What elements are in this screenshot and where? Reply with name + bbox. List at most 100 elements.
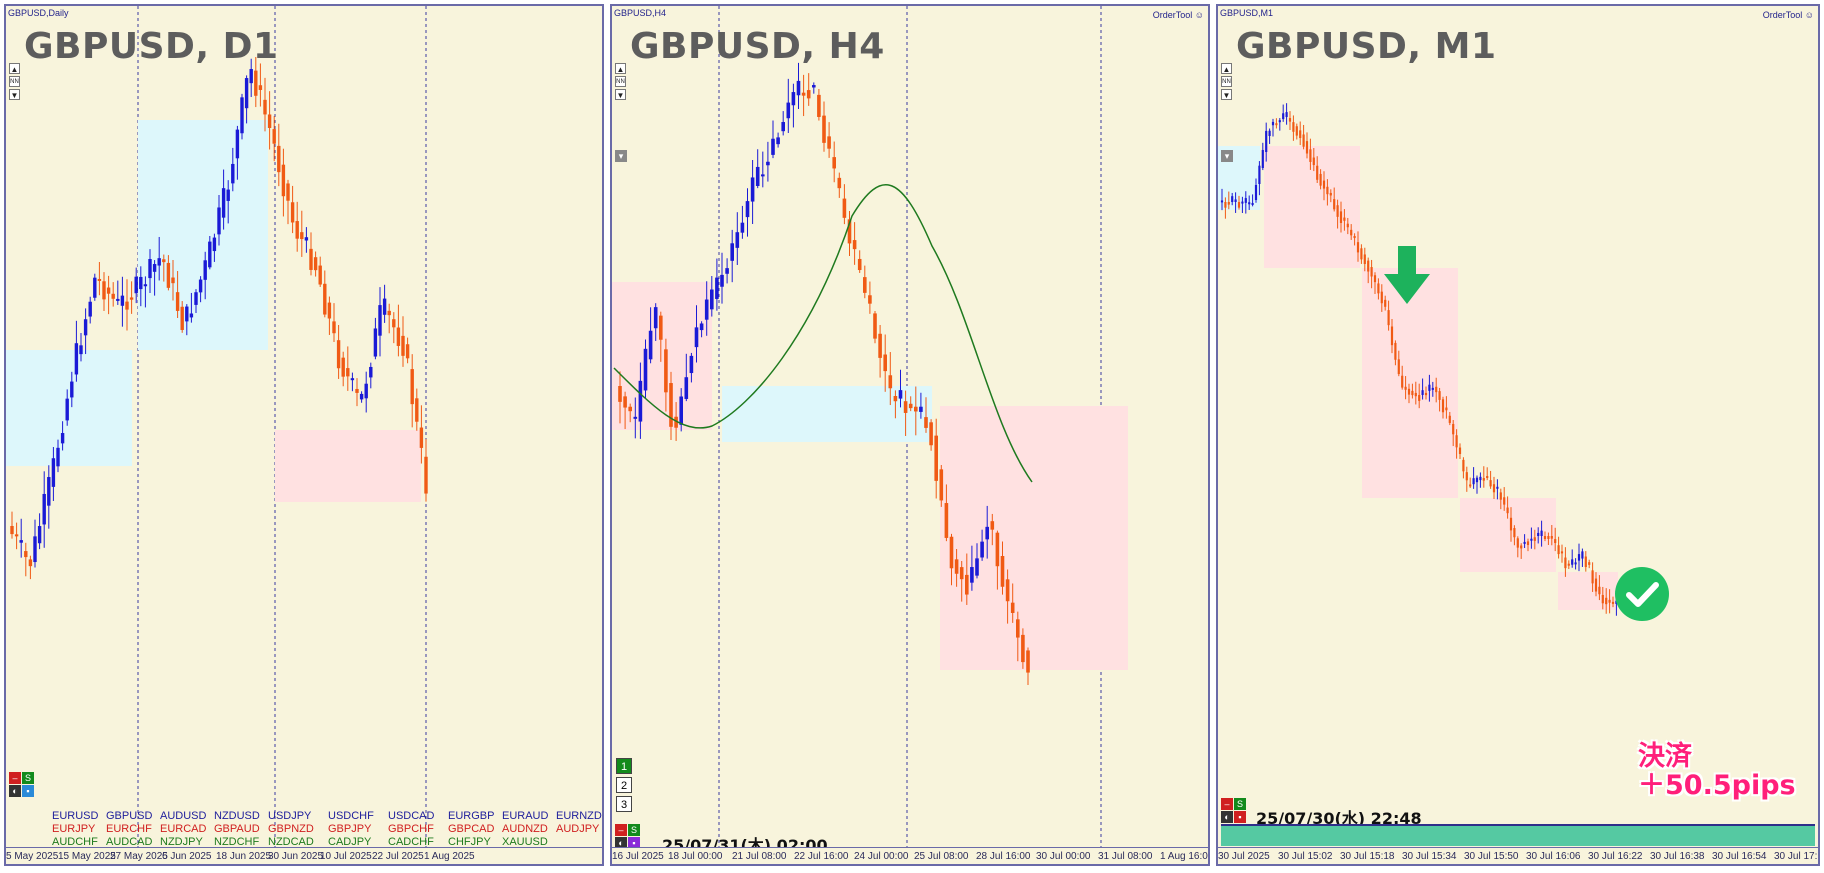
currency-pair-link[interactable]: USDJPY: [268, 810, 312, 822]
minus-button[interactable]: –: [1221, 798, 1233, 810]
sell-button[interactable]: S: [1234, 798, 1246, 810]
x-axis-label: 30 Jul 17:10: [1774, 851, 1818, 862]
currency-pair-link[interactable]: GBPCHF: [388, 823, 434, 835]
info-icon[interactable]: ▪: [22, 785, 34, 797]
tool-icon[interactable]: ◐: [9, 785, 21, 797]
settings-icon[interactable]: ▾: [1221, 150, 1233, 162]
scale-down-button[interactable]: ▼: [615, 89, 626, 100]
scale-down-button[interactable]: ▼: [9, 89, 20, 100]
candle-body: [1377, 283, 1380, 294]
candle-body: [139, 276, 143, 290]
candle-body: [801, 92, 806, 96]
tool-icon[interactable]: ◐: [1221, 811, 1233, 823]
settings-icon[interactable]: ▾: [615, 150, 627, 162]
currency-pair-link[interactable]: NZDUSD: [214, 810, 260, 822]
currency-pair-link[interactable]: AUDCAD: [106, 836, 153, 848]
candle-body: [157, 258, 161, 266]
currency-pair-link[interactable]: CADCHF: [388, 836, 434, 848]
chart-panel-d1[interactable]: GBPUSD,Daily GBPUSD, D1 ▲ NN ▼ – S ◐ ▪ E…: [4, 4, 604, 866]
h4-candle-chart[interactable]: [612, 6, 1208, 864]
layout-button-3[interactable]: 3: [616, 796, 632, 812]
currency-pair-link[interactable]: CADJPY: [328, 836, 372, 848]
candle-body: [1258, 165, 1261, 184]
currency-pair-link[interactable]: EURAUD: [502, 810, 549, 822]
candle-body: [1302, 134, 1305, 147]
scale-mode-button[interactable]: NN: [9, 76, 20, 87]
x-axis-label: 30 Jul 2025: [1218, 851, 1270, 862]
currency-pair-link[interactable]: AUDUSD: [160, 810, 207, 822]
result-label-line2: ＋50.5pips: [1638, 770, 1796, 801]
candle-body: [42, 493, 46, 525]
candle-body: [1462, 459, 1465, 472]
candle-body: [1384, 299, 1387, 307]
candle-body: [847, 219, 852, 244]
candle-body: [419, 427, 424, 448]
candle-body: [1431, 387, 1434, 390]
currency-pair-link[interactable]: XAUUSD: [502, 836, 548, 848]
currency-pair-link[interactable]: EURUSD: [52, 810, 99, 822]
sell-button[interactable]: S: [628, 824, 640, 836]
scale-up-button[interactable]: ▲: [9, 63, 20, 74]
x-axis-label: 21 Jul 08:00: [732, 851, 787, 862]
currency-pair-link[interactable]: AUDJPY: [556, 823, 600, 835]
currency-pair-link[interactable]: EURCAD: [160, 823, 207, 835]
candle-body: [837, 177, 842, 189]
d1-candle-chart[interactable]: [6, 6, 602, 864]
scale-mode-button[interactable]: NN: [615, 76, 626, 87]
tool-icon[interactable]: ◐: [615, 837, 627, 849]
chart-panel-m1[interactable]: GBPUSD,M1 OrderTool ☺ GBPUSD, M1 ▲ NN ▼ …: [1216, 4, 1820, 866]
currency-pair-link[interactable]: EURJPY: [52, 823, 96, 835]
currency-pair-link[interactable]: NZDCHF: [214, 836, 260, 848]
candle-body: [1305, 141, 1309, 154]
candle-body: [244, 78, 249, 109]
ordertool-label[interactable]: OrderTool ☺: [1152, 10, 1204, 20]
candle-body: [919, 406, 923, 412]
layout-button-2[interactable]: 2: [616, 777, 632, 793]
currency-pair-link[interactable]: USDCAD: [388, 810, 435, 822]
currency-pair-link[interactable]: GBPJPY: [328, 823, 372, 835]
candle-body: [704, 299, 709, 320]
currency-pair-link[interactable]: GBPUSD: [106, 810, 153, 822]
sell-button[interactable]: S: [22, 772, 34, 784]
candle-body: [281, 164, 286, 197]
currency-pair-link[interactable]: NZDJPY: [160, 836, 203, 848]
currency-pair-link[interactable]: AUDNZD: [502, 823, 548, 835]
candle-body: [786, 102, 791, 119]
candle-body: [1278, 120, 1281, 123]
currency-pair-link[interactable]: EURCHF: [106, 823, 152, 835]
candle-body: [93, 277, 97, 298]
candle-body: [341, 357, 345, 377]
currency-pair-link[interactable]: USDCHF: [328, 810, 374, 822]
layout-button-1[interactable]: 1: [616, 758, 632, 774]
info-icon[interactable]: ▪: [628, 837, 640, 849]
currency-pair-link[interactable]: AUDCHF: [52, 836, 98, 848]
candle-body: [1275, 123, 1278, 126]
currency-pair-link[interactable]: GBPAUD: [214, 823, 260, 835]
candle-body: [231, 163, 235, 184]
x-axis-label: 28 Jul 16:00: [976, 851, 1031, 862]
currency-pair-link[interactable]: GBPNZD: [268, 823, 314, 835]
currency-pair-link[interactable]: NZDCAD: [268, 836, 314, 848]
scale-up-button[interactable]: ▲: [615, 63, 626, 74]
candle-body: [336, 340, 341, 369]
currency-pair-link[interactable]: EURNZD: [556, 810, 602, 822]
scale-down-button[interactable]: ▼: [1221, 89, 1232, 100]
scale-mode-button[interactable]: NN: [1221, 76, 1232, 87]
sell-zone: [1362, 268, 1458, 498]
candle-body: [249, 69, 253, 84]
scale-up-button[interactable]: ▲: [1221, 63, 1232, 74]
candle-body: [1598, 586, 1601, 595]
candle-body: [350, 378, 355, 381]
currency-pair-link[interactable]: GBPCAD: [448, 823, 495, 835]
currency-pair-link[interactable]: EURGBP: [448, 810, 495, 822]
currency-pair-link[interactable]: CHFJPY: [448, 836, 491, 848]
candle-body: [1506, 507, 1509, 514]
chart-panel-h4[interactable]: GBPUSD,H4 OrderTool ☺ GBPUSD, H4 ▲ NN ▼ …: [610, 4, 1210, 866]
minus-button[interactable]: –: [9, 772, 21, 784]
m1-candle-chart[interactable]: [1218, 6, 1818, 864]
candle-body: [959, 567, 964, 580]
info-icon[interactable]: ▪: [1234, 811, 1246, 823]
minus-button[interactable]: –: [615, 824, 627, 836]
ordertool-label[interactable]: OrderTool ☺: [1762, 10, 1814, 20]
candle-body: [944, 503, 949, 538]
